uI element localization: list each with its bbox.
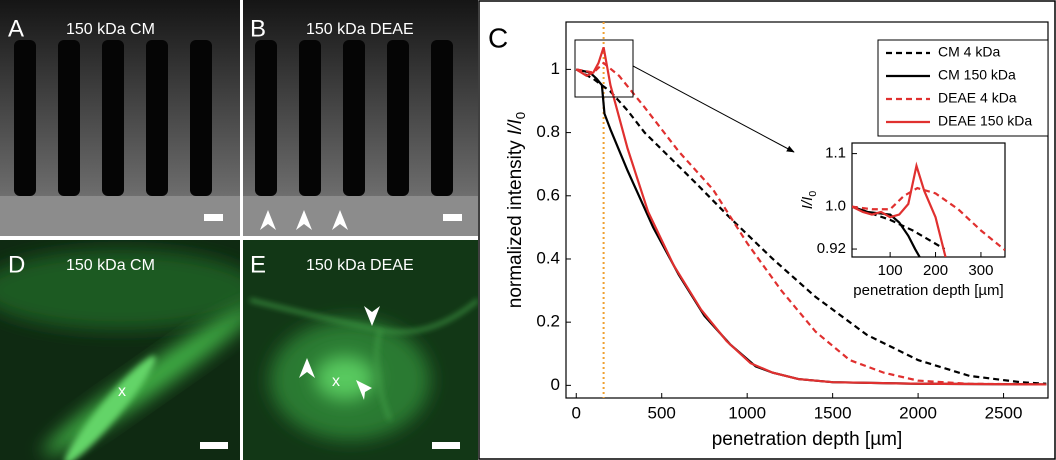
- panel-label: D: [8, 251, 25, 278]
- panel-d: [0, 240, 240, 460]
- legend-label: DEAE 4 kDa: [938, 90, 1017, 106]
- x-tick-label: 2500: [985, 404, 1023, 423]
- y-label-text: normalized intensity: [505, 135, 526, 308]
- x-tick-label: 1500: [814, 404, 852, 423]
- marker-x: x: [332, 373, 340, 390]
- y-axis-label: I/I0: [799, 191, 819, 210]
- legend-label: DEAE 150 kDa: [938, 113, 1032, 129]
- panel-title: 150 kDa DEAE: [306, 21, 414, 38]
- panel-label: B: [250, 15, 266, 42]
- y-tick-label: 0: [551, 375, 560, 394]
- panel-a: [0, 0, 240, 236]
- y-tick-label: 1.0: [825, 198, 846, 215]
- y-label-italic: I/I: [799, 197, 816, 210]
- zoom-arrow: [632, 65, 795, 153]
- legend-label: CM 4 kDa: [938, 44, 1000, 60]
- y-tick-label: 0.2: [536, 312, 560, 331]
- y-tick-label: 1.1: [825, 145, 846, 162]
- y-label-sub: 0: [513, 112, 528, 119]
- series-line: [852, 161, 947, 257]
- panel-title: 150 kDa DEAE: [306, 257, 414, 274]
- series-line: [852, 205, 921, 257]
- panel-title: 150 kDa CM: [66, 21, 155, 38]
- x-tick-label: 0: [572, 404, 581, 423]
- x-tick-label: 1000: [728, 404, 766, 423]
- y-label-sub: 0: [807, 191, 819, 197]
- panel-title: 150 kDa CM: [66, 257, 155, 274]
- x-tick-label: 2000: [899, 404, 937, 423]
- panel-label: C: [488, 22, 508, 53]
- legend-label: CM 150 kDa: [938, 67, 1016, 83]
- x-axis-label: penetration depth [µm]: [853, 282, 1003, 299]
- panel-e: [243, 240, 478, 460]
- y-tick-label: 0.4: [536, 248, 560, 267]
- x-axis-label: penetration depth [µm]: [712, 429, 903, 450]
- y-tick-label: 0.8: [536, 122, 560, 141]
- series-line: [576, 61, 1047, 386]
- panel-labels: A 150 kDa CM B 150 kDa DEAE D 150 kDa CM…: [8, 15, 414, 400]
- series-line: [852, 186, 1005, 251]
- marker-x: x: [118, 383, 126, 400]
- y-tick-label: 0.6: [536, 185, 560, 204]
- x-tick-label: 500: [648, 404, 676, 423]
- x-tick-label: 200: [923, 262, 948, 279]
- y-tick-label: 1: [551, 59, 560, 78]
- panel-b: [243, 0, 478, 236]
- series-line: [575, 46, 1047, 386]
- panel-label: E: [250, 251, 266, 278]
- panel-label: A: [8, 15, 24, 42]
- zoom-box: [574, 39, 634, 98]
- x-tick-label: 100: [878, 262, 903, 279]
- y-axis-label: normalized intensity I/I0: [505, 112, 528, 308]
- y-tick-label: 0.92: [817, 240, 846, 257]
- legend-box: [877, 39, 1049, 137]
- x-tick-label: 300: [968, 262, 993, 279]
- y-label-italic: I/I: [505, 118, 526, 135]
